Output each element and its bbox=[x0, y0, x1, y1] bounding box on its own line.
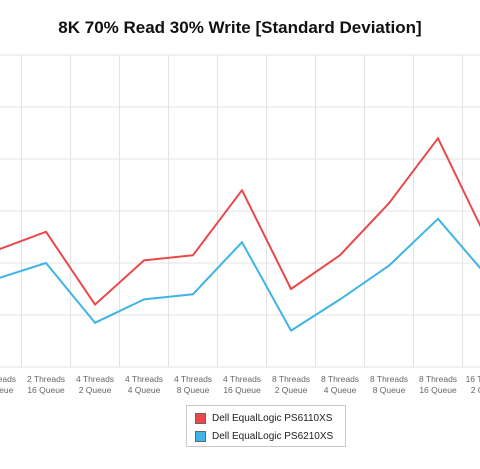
data-point-series-1 bbox=[339, 254, 341, 257]
data-point-series-1 bbox=[192, 254, 194, 257]
data-point-series-2 bbox=[94, 321, 96, 324]
data-point-series-2 bbox=[437, 217, 439, 220]
data-point-series-2 bbox=[241, 241, 243, 244]
data-point-series-1 bbox=[94, 303, 96, 306]
legend-item-series-1: Dell EqualLogic PS6110XS bbox=[195, 410, 332, 426]
data-point-series-2 bbox=[290, 329, 292, 332]
legend-swatch-series-1 bbox=[195, 412, 206, 424]
x-tick-label: 8 Threads 16 Queue bbox=[419, 374, 457, 395]
data-point-series-1 bbox=[241, 189, 243, 192]
data-point-series-1 bbox=[290, 288, 292, 290]
data-point-series-1 bbox=[143, 259, 145, 262]
data-point-series-2 bbox=[388, 264, 390, 267]
legend-item-series-2: Dell EqualLogic PS6210XS bbox=[195, 428, 333, 444]
legend-swatch-series-2 bbox=[195, 430, 206, 442]
series-line-1 bbox=[0, 137, 480, 306]
x-tick-label: 4 Threads 2 Queue bbox=[76, 374, 114, 395]
chart-title: 8K 70% Read 30% Write [Standard Deviatio… bbox=[58, 18, 422, 37]
data-point-series-2 bbox=[339, 298, 341, 301]
data-point-series-1 bbox=[45, 230, 47, 233]
series-line-2 bbox=[0, 217, 480, 332]
horizontal-gridlines bbox=[0, 54, 480, 368]
data-point-series-2 bbox=[45, 262, 47, 264]
legend-label-series-1: Dell EqualLogic PS6110XS bbox=[212, 412, 333, 424]
data-point-series-2 bbox=[143, 298, 145, 301]
x-tick-label: 4 Threads 4 Queue bbox=[125, 374, 163, 395]
x-tick-label: 8 Threads 4 Queue bbox=[321, 374, 359, 395]
x-tick-label: 2 Threads 16 Queue bbox=[27, 374, 65, 395]
legend-label-series-2: Dell EqualLogic PS6210XS bbox=[212, 430, 334, 442]
series-lines bbox=[0, 137, 480, 332]
x-tick-label: 4 Threads 16 Queue bbox=[223, 374, 261, 395]
data-point-series-1 bbox=[388, 202, 390, 205]
x-tick-label: 8 Threads 8 Queue bbox=[370, 374, 408, 395]
data-point-series-1 bbox=[437, 137, 439, 140]
data-point-series-2 bbox=[192, 293, 194, 296]
chart-legend: Dell EqualLogic PS6110XS Dell EqualLogic… bbox=[186, 405, 346, 447]
x-tick-label: 8 Threads 2 Queue bbox=[272, 374, 310, 395]
x-tick-label: 4 Threads 8 Queue bbox=[174, 374, 212, 395]
